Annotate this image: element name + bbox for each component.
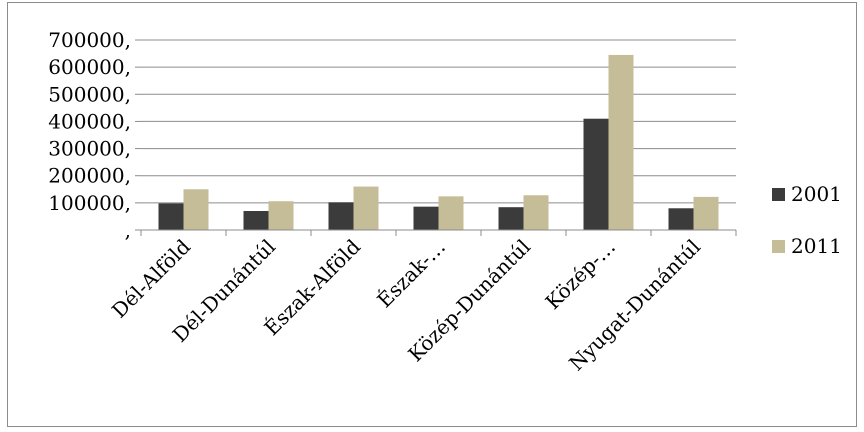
legend-swatch-2001 [772, 188, 785, 201]
bar-2001-2 [328, 202, 354, 230]
bar-2001-4 [498, 207, 524, 230]
bars [158, 54, 719, 230]
bar-2001-3 [413, 206, 439, 230]
x-axis [140, 229, 737, 236]
legend-label-2001: 2001 [791, 182, 842, 206]
bar-2011-6 [693, 196, 719, 230]
grid-lines [141, 39, 736, 204]
y-tick-label: , [125, 218, 131, 242]
bar-2011-2 [353, 186, 379, 230]
legend-label-2011: 2011 [791, 234, 842, 258]
bar-2001-5 [583, 118, 609, 230]
y-tick-label: 700000, [48, 28, 131, 52]
bar-2001-0 [158, 203, 184, 230]
x-category-label: Dél-Alföld [107, 234, 195, 322]
bar-2011-4 [523, 195, 549, 230]
bar-2011-5 [608, 54, 634, 230]
y-tick-label: 100000, [48, 191, 131, 215]
y-tick-label: 200000, [48, 164, 131, 188]
y-tick-label: 400000, [48, 109, 131, 133]
x-category-label: Közép-… [541, 235, 620, 314]
bar-chart: , 100000, 200000, 300000, 400000, 500000, 6000… [48, 28, 842, 375]
legend-swatch-2011 [772, 240, 785, 253]
y-axis-ticks: , 100000, 200000, 300000, 400000, 500000, 6000… [48, 28, 141, 242]
bar-2001-1 [243, 211, 269, 230]
y-tick-label: 500000, [48, 82, 131, 106]
bar-2001-6 [668, 208, 694, 230]
bar-2011-1 [268, 201, 294, 230]
legend: 2001 2011 [772, 182, 842, 258]
bar-2011-3 [438, 196, 464, 230]
y-tick-label: 300000, [48, 137, 131, 161]
bar-2011-0 [183, 189, 209, 230]
chart-frame: , 100000, 200000, 300000, 400000, 500000, 6000… [7, 2, 857, 427]
x-category-label: Észak-… [372, 235, 450, 313]
y-tick-label: 600000, [48, 55, 131, 79]
